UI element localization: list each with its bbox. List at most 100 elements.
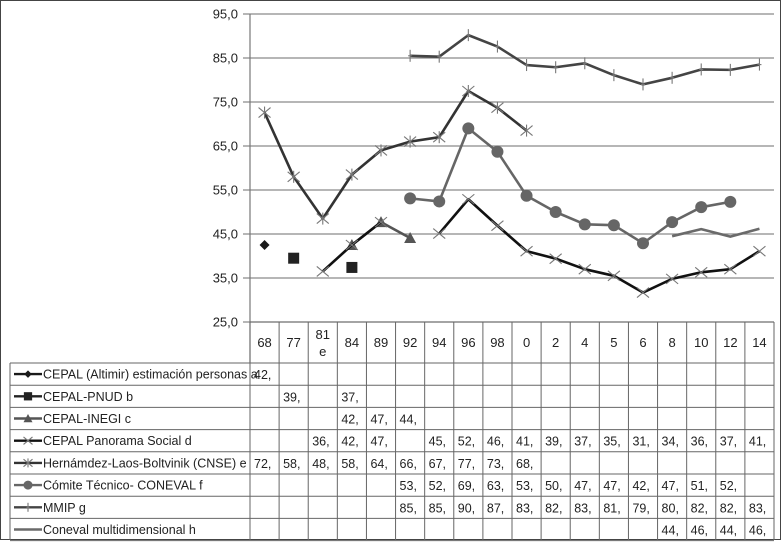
legend-label: CEPAL (Altimir) estimación personas a — [43, 368, 258, 382]
series-2 — [345, 216, 417, 250]
table-cell-value: 83, — [516, 501, 533, 515]
table-cell-value: 44, — [662, 524, 679, 538]
y-tick-label: 65,0 — [213, 139, 238, 154]
table-cell-value: 83, — [749, 501, 766, 515]
table-cell-value: 46, — [691, 524, 708, 538]
table-cell-value: 52, — [429, 479, 446, 493]
category-label: 4 — [581, 335, 588, 350]
table-cell-value: 82, — [545, 501, 562, 515]
table-cell-value: 72, — [254, 457, 271, 471]
category-label: 89 — [374, 335, 388, 350]
table-cell-value: 53, — [516, 479, 533, 493]
table-cell-value: 41, — [749, 435, 766, 449]
table-cell-value: 36, — [691, 435, 708, 449]
table-cell-value: 39, — [283, 390, 300, 404]
category-label: 8 — [668, 335, 675, 350]
series-7 — [671, 227, 760, 238]
category-label: 6 — [639, 335, 646, 350]
series-6 — [408, 29, 762, 91]
y-tick-label: 85,0 — [213, 51, 238, 66]
table-cell-value: 77, — [458, 457, 475, 471]
category-label: 77 — [286, 335, 300, 350]
y-tick-label: 95,0 — [213, 7, 238, 22]
table-cell-value: 50, — [545, 479, 562, 493]
table-cell-value: 66, — [400, 457, 417, 471]
table-cell-value: 46, — [487, 435, 504, 449]
legend-entry: Coneval multidimensional h — [14, 523, 196, 537]
table-cell-value: 37, — [341, 390, 358, 404]
table-cell-value: 45, — [429, 435, 446, 449]
table-cell-value: 69, — [458, 479, 475, 493]
legend-label: Cómite Técnico- CONEVAL f — [43, 479, 203, 493]
table-cell-value: 85, — [400, 501, 417, 515]
table-cell-value: 85, — [429, 501, 446, 515]
table-cell-value: 64, — [370, 457, 387, 471]
table-cell-value: 67, — [429, 457, 446, 471]
category-label: 68 — [257, 335, 271, 350]
table-cell-value: 73, — [487, 457, 504, 471]
table-cell-value: 90, — [458, 501, 475, 515]
legend-label: Coneval multidimensional h — [43, 523, 196, 537]
y-tick-label: 35,0 — [213, 271, 238, 286]
table-cell-value: 39, — [545, 435, 562, 449]
category-label: 94 — [432, 335, 446, 350]
table-cell-value: 63, — [487, 479, 504, 493]
category-label: 81 — [316, 327, 330, 342]
category-label: 92 — [403, 335, 417, 350]
legend-entry: Cómite Técnico- CONEVAL f — [14, 479, 203, 493]
legend-label: CEPAL-PNUD b — [43, 390, 133, 404]
category-label: 84 — [345, 335, 359, 350]
table-cell-value: 42, — [341, 413, 358, 427]
legend-entry: CEPAL-INEGI c — [14, 412, 131, 426]
legend-entry: CEPAL-PNUD b — [14, 390, 133, 404]
table-cell-value: 37, — [574, 435, 591, 449]
table-cell-value: 46, — [749, 524, 766, 538]
table-cell-value: 87, — [487, 501, 504, 515]
legend-entry: Hernámdez-Laos-Boltvinik (CNSE) e — [14, 456, 247, 470]
legend-label: Hernámdez-Laos-Boltvinik (CNSE) e — [43, 456, 247, 470]
category-label: 0 — [523, 335, 530, 350]
category-label: 12 — [723, 335, 737, 350]
legend-entry: MMIP g — [14, 501, 86, 515]
table-cell-value: 83, — [574, 501, 591, 515]
series-4 — [258, 85, 533, 225]
table-cell-value: 47, — [603, 479, 620, 493]
table-cell-value: 53, — [400, 479, 417, 493]
table-cell-value: 37, — [720, 435, 737, 449]
y-tick-label: 75,0 — [213, 95, 238, 110]
table-cell-value: 42, — [632, 479, 649, 493]
table-cell-value: 44, — [400, 413, 417, 427]
category-label: 5 — [610, 335, 617, 350]
data-table: CEPAL (Altimir) estimación personas a42,… — [9, 362, 774, 542]
y-gridlines: 95,0 85,0 75,0 65,0 55,0 45,0 35,0 25,0 — [213, 7, 774, 330]
table-cell-value: 52, — [458, 435, 475, 449]
y-tick-label: 55,0 — [213, 183, 238, 198]
legend-entry: CEPAL (Altimir) estimación personas a — [14, 368, 258, 382]
table-cell-value: 35, — [603, 435, 620, 449]
table-cell-value: 36, — [312, 435, 329, 449]
legend-label: CEPAL Panorama Social d — [43, 434, 192, 448]
table-cell-value: 68, — [516, 457, 533, 471]
table-cell-value: 47, — [574, 479, 591, 493]
series-5 — [404, 122, 737, 250]
legend-label: MMIP g — [43, 501, 86, 515]
table-cell-value: 80, — [662, 501, 679, 515]
series-3 — [316, 193, 766, 298]
table-cell-value: 82, — [691, 501, 708, 515]
table-cell-value: 52, — [720, 479, 737, 493]
table-cell-value: 47, — [662, 479, 679, 493]
legend-label: CEPAL-INEGI c — [43, 412, 131, 426]
table-cell-value: 58, — [283, 457, 300, 471]
table-cell-value: 81, — [603, 501, 620, 515]
category-label: 2 — [552, 335, 559, 350]
table-cell-value: 34, — [662, 435, 679, 449]
category-label: 98 — [490, 335, 504, 350]
table-cell-value: 58, — [341, 457, 358, 471]
table-cell-value: 42, — [254, 368, 271, 382]
y-tick-label: 45,0 — [213, 227, 238, 242]
table-cell-value: 82, — [720, 501, 737, 515]
category-label: 10 — [694, 335, 708, 350]
